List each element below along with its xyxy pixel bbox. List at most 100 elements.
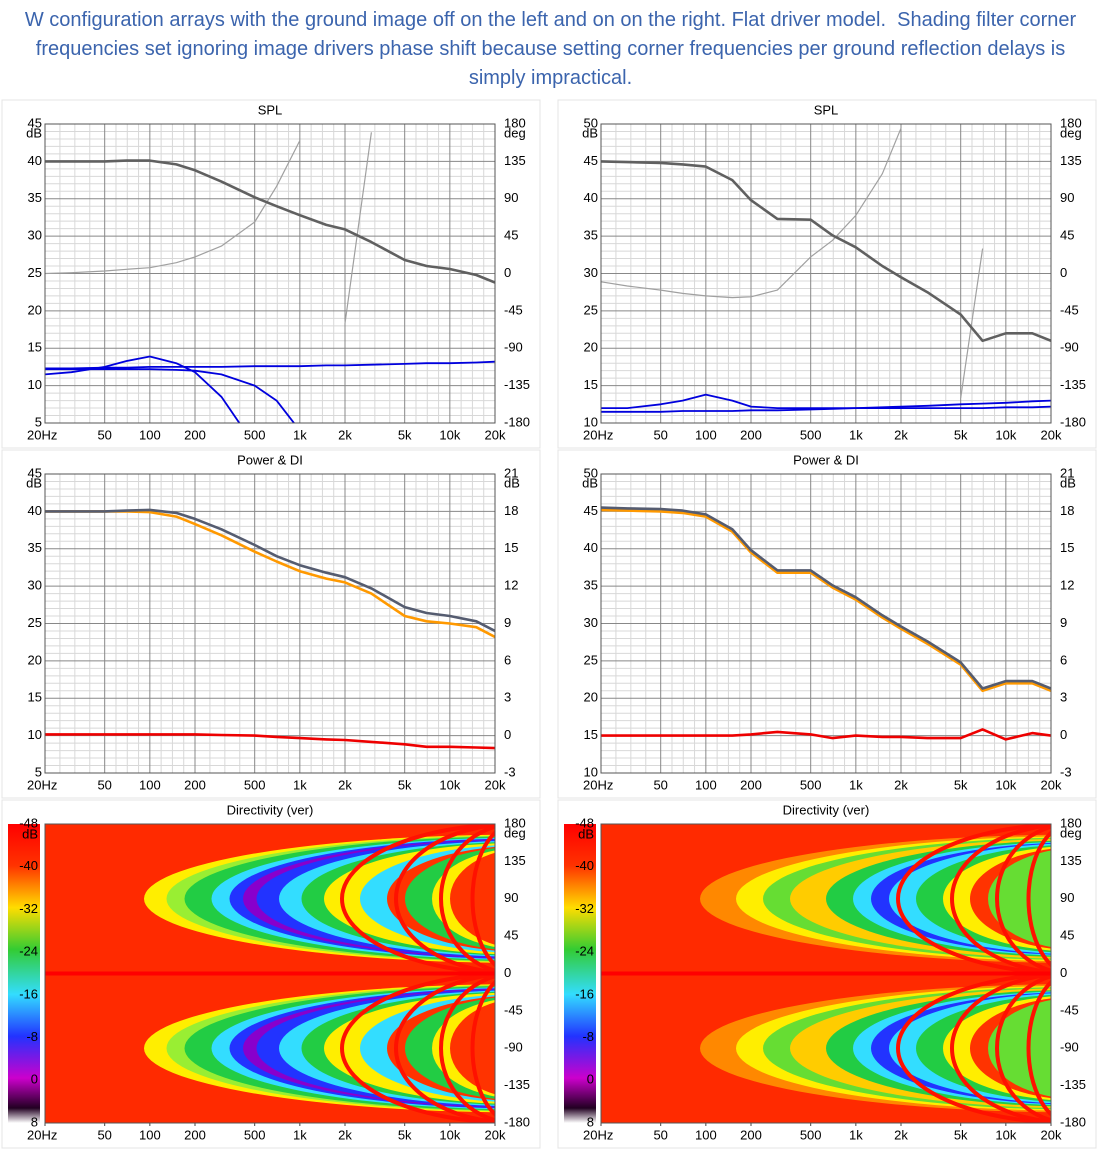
x-tick-label: 50 — [97, 777, 111, 792]
series-line — [45, 508, 495, 633]
x-tick-label: 10k — [439, 777, 460, 792]
y2-tick-label: 90 — [1060, 890, 1074, 905]
x-tick-label: 10k — [995, 777, 1016, 792]
heat-ridge — [1026, 830, 1051, 968]
x-tick-label: 2k — [894, 427, 908, 442]
chart-title: Directivity (ver) — [227, 802, 314, 817]
x-tick-label: 50 — [653, 1127, 667, 1142]
y-tick-label: 15 — [28, 690, 42, 705]
plot-area — [601, 824, 1051, 1123]
y-tick-label: 40 — [584, 540, 598, 555]
y2-tick-label: 18 — [504, 503, 518, 518]
y-unit: dB — [578, 826, 594, 841]
plot-frame — [600, 123, 1052, 424]
plot-frame — [44, 473, 496, 774]
y-unit: dB — [582, 475, 598, 490]
chart-title: Power & DI — [793, 452, 859, 467]
y-tick-label: 25 — [28, 265, 42, 280]
plot-area — [601, 124, 1051, 423]
x-tick-label: 500 — [244, 427, 266, 442]
y-tick-label: 20 — [584, 340, 598, 355]
y2-tick-label: -90 — [1060, 1040, 1079, 1055]
y-unit: dB — [582, 125, 598, 140]
plot-area — [45, 124, 495, 423]
colorbar — [564, 824, 596, 1123]
colorbar-label: -24 — [575, 944, 594, 959]
x-tick-label: 20Hz — [27, 427, 57, 442]
y2-tick-label: 0 — [504, 965, 511, 980]
x-tick-label: 5k — [398, 427, 412, 442]
y-tick-label: 20 — [28, 652, 42, 667]
plot-area — [45, 474, 495, 773]
colorbar-label: -32 — [19, 901, 38, 916]
x-tick-label: 1k — [849, 1127, 863, 1142]
series-line — [45, 360, 495, 370]
y2-tick-label: -180 — [1060, 414, 1086, 429]
x-tick-label: 2k — [894, 777, 908, 792]
heat-ridge — [439, 824, 495, 973]
x-tick-label: 100 — [695, 427, 717, 442]
y2-unit: dB — [504, 475, 520, 490]
colorbar-label: 8 — [587, 1114, 594, 1129]
y2-tick-label: -135 — [1060, 377, 1086, 392]
y-tick-label: 5 — [35, 764, 42, 779]
y2-tick-label: -180 — [1060, 1114, 1086, 1129]
y-tick-label: 30 — [584, 615, 598, 630]
x-tick-label: 100 — [139, 1127, 161, 1142]
colorbar-label: -40 — [19, 858, 38, 873]
heat-band — [988, 999, 1051, 1097]
x-tick-label: 50 — [653, 427, 667, 442]
x-tick-label: 1k — [849, 777, 863, 792]
y2-tick-label: -90 — [1060, 340, 1079, 355]
x-tick-label: 20Hz — [583, 427, 613, 442]
y2-tick-label: 12 — [1060, 578, 1074, 593]
heat-ridge — [950, 824, 1051, 975]
heat-ridge — [896, 972, 1051, 1123]
y2-tick-label: 135 — [1060, 853, 1082, 868]
x-tick-label: 20k — [485, 1127, 506, 1142]
y2-tick-label: 18 — [1060, 503, 1074, 518]
heat-ridge — [950, 972, 1051, 1123]
plot-area — [601, 474, 1051, 773]
x-tick-label: 10k — [995, 1127, 1016, 1142]
x-tick-label: 50 — [97, 427, 111, 442]
y-tick-label: 20 — [28, 302, 42, 317]
colorbar-label: -32 — [575, 901, 594, 916]
heat-ridge — [340, 972, 495, 1123]
x-tick-label: 20k — [485, 427, 506, 442]
y2-tick-label: 135 — [1060, 153, 1082, 168]
y-tick-label: 35 — [28, 540, 42, 555]
heat-ridge — [995, 824, 1051, 973]
heat-ridge — [470, 979, 495, 1117]
heat-ridge — [439, 974, 495, 1123]
colorbar — [8, 824, 40, 1123]
x-tick-label: 200 — [184, 777, 206, 792]
x-tick-label: 100 — [695, 1127, 717, 1142]
y2-tick-label: 45 — [504, 928, 518, 943]
y2-tick-label: 0 — [1060, 727, 1067, 742]
chart-title: Directivity (ver) — [783, 802, 870, 817]
x-tick-label: 10k — [439, 427, 460, 442]
x-tick-label: 1k — [293, 1127, 307, 1142]
y2-tick-label: -180 — [504, 1114, 530, 1129]
x-tick-label: 200 — [740, 777, 762, 792]
x-tick-label: 5k — [398, 1127, 412, 1142]
heat-ridge — [995, 974, 1051, 1123]
x-tick-label: 200 — [740, 1127, 762, 1142]
y-tick-label: 40 — [28, 153, 42, 168]
y2-tick-label: -135 — [1060, 1077, 1086, 1092]
heat-ridge — [896, 824, 1051, 975]
y2-tick-label: -135 — [504, 377, 530, 392]
y2-tick-label: 6 — [1060, 652, 1067, 667]
plot-area — [45, 824, 495, 1123]
y2-tick-label: 3 — [1060, 690, 1067, 705]
y-tick-label: 30 — [28, 578, 42, 593]
y-tick-label: 25 — [584, 302, 598, 317]
y2-tick-label: -45 — [1060, 1002, 1079, 1017]
y-tick-label: 30 — [584, 265, 598, 280]
x-tick-label: 2k — [894, 1127, 908, 1142]
y-tick-label: 40 — [28, 503, 42, 518]
y-tick-label: 10 — [28, 377, 42, 392]
page-title: W configuration arrays with the ground i… — [24, 9, 1082, 89]
